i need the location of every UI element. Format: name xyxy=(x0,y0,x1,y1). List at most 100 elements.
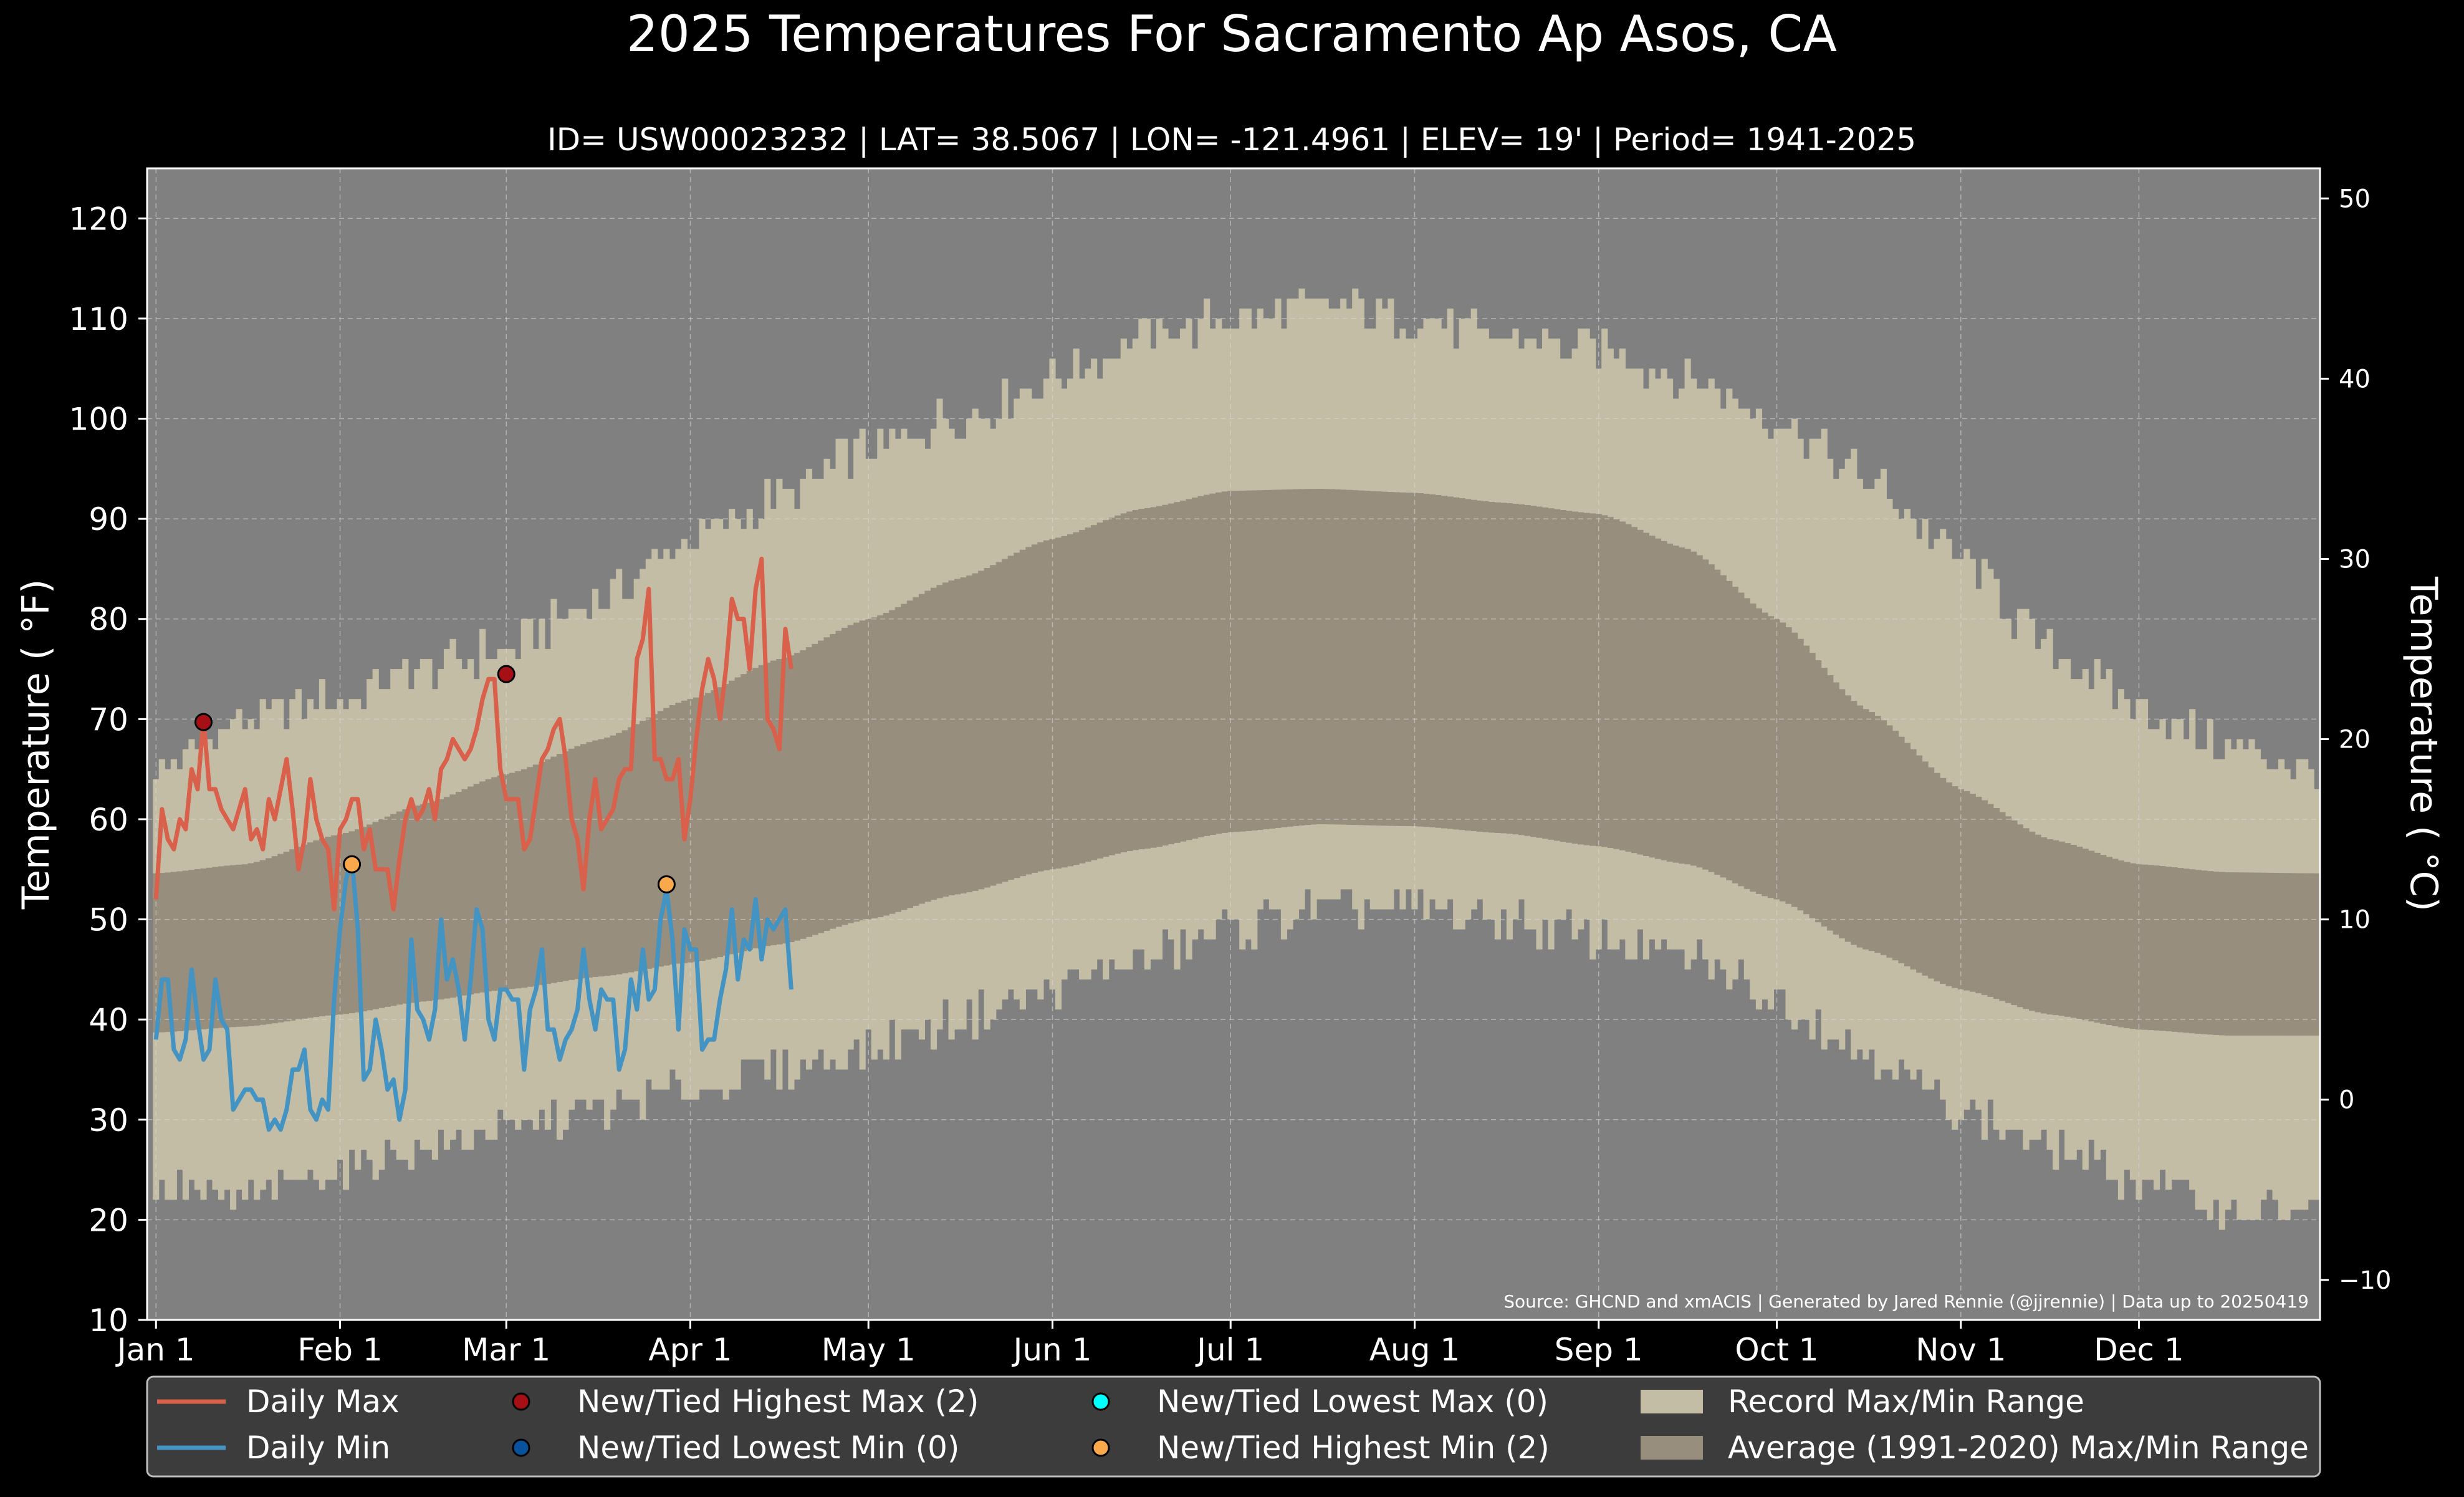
normal-range-bar xyxy=(378,819,385,1008)
normal-range-bar xyxy=(1708,564,1715,872)
normal-range-bar xyxy=(485,779,492,992)
normal-range-bar xyxy=(675,703,682,964)
normal-range-bar xyxy=(2218,872,2225,1036)
normal-range-bar xyxy=(2213,871,2220,1035)
normal-range-bar xyxy=(1862,709,1869,950)
normal-range-bar xyxy=(1477,500,1484,832)
normal-range-bar xyxy=(1007,556,1014,880)
normal-range-bar xyxy=(509,773,515,989)
normal-range-bar xyxy=(616,733,623,975)
daily-min-line xyxy=(153,857,793,1132)
normal-range-bar xyxy=(1726,580,1733,880)
normal-range-bar xyxy=(1690,551,1697,866)
normal-range-bar xyxy=(1292,489,1300,826)
normal-range-bar xyxy=(1809,653,1816,918)
normal-range-bar xyxy=(473,784,480,994)
normal-range-bar xyxy=(883,612,889,916)
normal-range-bar xyxy=(1755,608,1762,894)
normal-range-bar xyxy=(1993,807,2000,999)
normal-range-bar xyxy=(1649,536,1656,858)
legend-label-lowest-max: New/Tied Lowest Max (0) xyxy=(1157,1384,1548,1420)
normal-range-bar xyxy=(1429,494,1436,827)
normal-range-bar xyxy=(1779,622,1786,902)
normal-range-bar xyxy=(2284,873,2291,1036)
normal-range-bar xyxy=(1827,675,1834,931)
normal-range-bar xyxy=(1595,514,1602,847)
normal-range-bar xyxy=(1797,638,1804,911)
normal-range-bar xyxy=(741,674,747,951)
normal-range-bar xyxy=(532,764,539,986)
y-tick-label: 100 xyxy=(69,402,128,438)
normal-range-bar xyxy=(247,863,254,1026)
normal-range-bar xyxy=(817,640,825,933)
normal-range-bar xyxy=(782,657,789,944)
normal-range-bar xyxy=(497,775,504,990)
legend-swatch-lowest-min xyxy=(512,1438,530,1457)
normal-range-bar xyxy=(277,854,284,1023)
normal-range-bar xyxy=(1393,492,1400,826)
normal-range-bar xyxy=(1607,517,1614,848)
normal-range-bar xyxy=(758,665,765,948)
legend-swatch-highest-max xyxy=(512,1392,530,1411)
normal-range-bar xyxy=(372,822,379,1009)
normal-range-bar xyxy=(1073,532,1080,865)
normal-range-bar xyxy=(1103,520,1110,857)
normal-range-bar xyxy=(2314,873,2321,1036)
normal-range-bar xyxy=(325,837,332,1016)
x-tick-label: May 1 xyxy=(822,1332,916,1368)
y-axis-right: −10 0 10 20 30 40 50 xyxy=(2320,185,2391,1295)
normal-range-bar xyxy=(384,816,391,1007)
normal-range-bar xyxy=(847,625,854,923)
normal-range-bar xyxy=(289,849,296,1021)
normal-range-bar xyxy=(1167,503,1175,845)
normal-range-bar xyxy=(1506,503,1513,834)
normal-range-bar xyxy=(1910,749,1917,970)
normal-range-bar xyxy=(645,717,652,969)
normal-range-bar xyxy=(1316,488,1323,824)
normal-range-bar xyxy=(1672,546,1679,863)
normal-range-bar xyxy=(556,754,563,982)
y2-tick-label: −10 xyxy=(2339,1266,2391,1295)
normal-range-bar xyxy=(283,851,290,1022)
normal-range-bar xyxy=(2117,860,2124,1028)
normal-range-bar xyxy=(669,705,676,965)
normal-range-bar xyxy=(1447,496,1454,829)
normal-range-bar xyxy=(610,735,616,976)
normal-range-bar xyxy=(1767,616,1775,898)
normal-range-bar xyxy=(1298,489,1305,826)
y-axis-label-left: Temperature ( °F) xyxy=(14,579,58,910)
normal-range-bar xyxy=(1874,716,1881,953)
normal-range-bar xyxy=(266,858,272,1024)
normal-range-bar xyxy=(598,739,605,977)
y2-tick-label: 40 xyxy=(2339,365,2371,393)
normal-range-bar xyxy=(901,604,908,910)
normal-range-bar xyxy=(1085,527,1091,862)
normal-range-bar xyxy=(1566,511,1573,843)
normal-range-bar xyxy=(1833,682,1839,935)
normal-range-bar xyxy=(194,869,201,1030)
normal-range-bar xyxy=(1275,489,1282,828)
normal-range-bar xyxy=(1245,490,1252,831)
normal-range-bar xyxy=(2041,837,2048,1014)
normal-range-bar xyxy=(663,708,670,966)
normal-range-bar xyxy=(1619,521,1626,850)
normal-range-bar xyxy=(343,832,350,1014)
normal-range-bar xyxy=(1346,489,1353,825)
normal-range-bar xyxy=(995,562,1002,884)
normal-range-bar xyxy=(580,744,587,979)
normal-range-bar xyxy=(1310,489,1317,825)
normal-range-bar xyxy=(1209,493,1216,835)
normal-range-bar xyxy=(1287,489,1293,827)
normal-range-bar xyxy=(319,838,326,1016)
normal-range-bar xyxy=(2088,850,2095,1022)
normal-range-bar xyxy=(1922,761,1929,976)
normal-range-bar xyxy=(1916,755,1923,973)
legend-swatch-record-range xyxy=(1641,1390,1703,1413)
normal-range-bar xyxy=(2290,873,2297,1036)
y-tick-label: 20 xyxy=(89,1202,128,1238)
normal-range-bar xyxy=(793,653,801,941)
normal-range-bar xyxy=(2225,872,2232,1036)
normal-range-bar xyxy=(1987,804,1994,997)
normal-range-bar xyxy=(1868,712,1875,951)
normal-range-bar xyxy=(924,590,931,902)
